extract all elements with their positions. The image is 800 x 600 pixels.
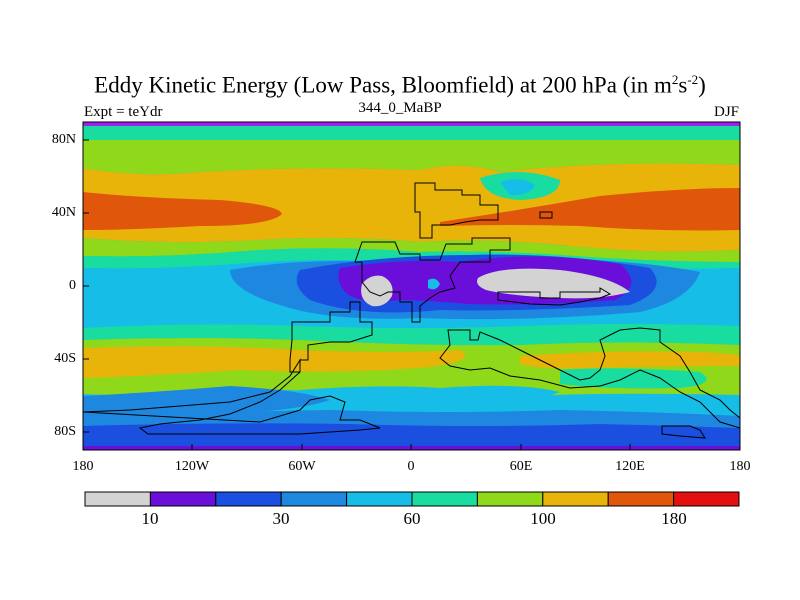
- coastline-new-zealand: [661, 425, 706, 439]
- axis-ticks: [83, 139, 631, 450]
- small-cyan-island: [428, 278, 440, 290]
- atlantic-jet-core: [83, 192, 282, 230]
- lon-label-180w: 180: [72, 459, 94, 474]
- southern-jet-yellow-west: [83, 346, 465, 378]
- lon-label-120e: 120E: [615, 459, 645, 474]
- coastline-indonesia: [497, 287, 612, 306]
- season-label: DJF: [713, 104, 739, 120]
- coastline-europe: [414, 182, 499, 239]
- africa-grey-minimum: [361, 275, 393, 307]
- colorbar-box-1: [149, 491, 217, 507]
- coastlines: [82, 182, 741, 439]
- coastline-island-north: [539, 211, 553, 219]
- colorbar-label-30: 30: [272, 509, 290, 528]
- coastline-antarctic-east: [439, 327, 741, 429]
- lat-label-80n: 80N: [51, 132, 76, 147]
- coastline-south-america: [289, 301, 373, 373]
- lat-label-eq: 0: [69, 278, 76, 293]
- arctic-green-band: [83, 140, 740, 175]
- colorbar-box-9: [673, 491, 740, 507]
- subtitle-label: 344_0_MaBP: [358, 100, 442, 116]
- lon-label-0: 0: [407, 459, 415, 474]
- colorbar-box-8: [607, 491, 675, 507]
- pacific-jet-core: [440, 188, 740, 231]
- northern-jet-yellow: [83, 163, 740, 252]
- colorbar-label-100: 100: [530, 509, 556, 528]
- colorbar-box-5: [411, 491, 478, 507]
- colorbar-box-3: [280, 491, 348, 507]
- colorbar-box-4: [346, 491, 413, 507]
- lat-label-40n: 40N: [51, 205, 76, 220]
- antarctic-deep-blue: [83, 423, 740, 450]
- colorbar-box-0: [84, 491, 151, 507]
- polar-edge-top: [83, 122, 740, 126]
- subtropic-green-band: [83, 237, 740, 262]
- contour-field: [83, 122, 740, 450]
- map-title: Eddy Kinetic Energy (Low Pass, Bloomfiel…: [94, 72, 706, 98]
- pacific-grey-minimum: [477, 268, 630, 299]
- antarctic-midblue-west: [83, 386, 330, 418]
- coastline-antarctic-west: [82, 358, 381, 435]
- lon-label-60w: 60W: [288, 459, 316, 474]
- south-atlantic-cyan: [300, 385, 560, 410]
- colorbar: [84, 491, 740, 507]
- coastline-africa: [354, 237, 511, 323]
- lon-label-60e: 60E: [509, 459, 533, 474]
- asia-cyan-patch: [500, 179, 535, 196]
- lon-label-120w: 120W: [174, 459, 210, 474]
- colorbar-label-60: 60: [403, 509, 421, 528]
- colorbar-box-7: [542, 491, 609, 507]
- colorbar-label-10: 10: [141, 509, 159, 528]
- experiment-label: Expt = teYdr: [84, 104, 163, 120]
- lat-label-80s: 80S: [54, 424, 76, 439]
- south-pacific-teal: [560, 368, 707, 389]
- colorbar-label-180: 180: [661, 509, 687, 528]
- southern-teal-band: [83, 324, 740, 346]
- colorbar-box-6: [476, 491, 544, 507]
- arctic-teal-band: [83, 126, 740, 140]
- lat-label-40s: 40S: [54, 351, 76, 366]
- colorbar-box-2: [215, 491, 282, 507]
- lon-label-180e: 180: [729, 459, 751, 474]
